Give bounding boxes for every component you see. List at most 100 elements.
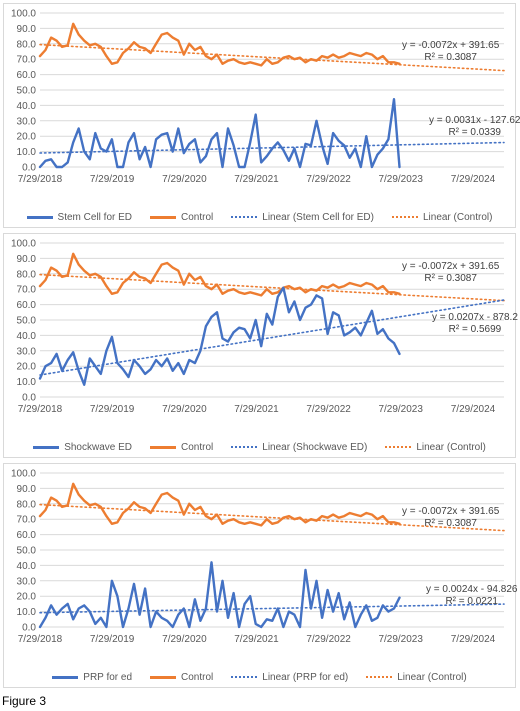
stem-cell-equation-text: y = 0.0031x - 127.62: [429, 115, 520, 126]
series-line: [38, 252, 401, 297]
shockwave-equation-text: y = 0.0207x - 878.2: [432, 312, 518, 323]
y-tick-label: 100.0: [11, 469, 36, 480]
legend-swatch: [385, 446, 412, 448]
control-trend-equation: y = -0.0072x + 391.65 R² = 0.3087: [402, 40, 499, 64]
control-trend-equation: y = -0.0072x + 391.65 R² = 0.3087: [402, 261, 499, 285]
trendline: [39, 43, 505, 72]
trendline: [39, 141, 505, 154]
legend-item-linear-stem-cell: Linear (Stem Cell for ED): [231, 210, 374, 224]
prp-equation-text: y = 0.0024x - 94.826: [426, 584, 518, 595]
x-tick-label: 7/29/2018: [18, 174, 63, 185]
legend-swatch: [231, 676, 258, 678]
prp-r2-text: R² = 0.0221: [445, 596, 498, 607]
y-tick-label: 90.0: [17, 24, 37, 35]
y-tick-label: 70.0: [17, 285, 37, 296]
legend-label: Linear (PRP for ed): [262, 671, 349, 683]
x-tick-label: 7/29/2019: [90, 174, 135, 185]
prp-chart-panel: 0.0 10.0 20.0 30.0 40.0 50.0 60.0 70.0 80.0 90.0 1…: [3, 463, 518, 688]
legend-item-stem-cell: Stem Cell for ED: [26, 210, 133, 224]
y-tick-label: 80.0: [17, 499, 37, 510]
y-tick-label: 70.0: [17, 55, 37, 66]
y-tick-label: 20.0: [17, 592, 37, 603]
legend-swatch: [150, 215, 177, 219]
y-tick-label: 20.0: [17, 362, 37, 373]
y-tick-label: 50.0: [17, 86, 37, 97]
legend-label: Stem Cell for ED: [57, 211, 133, 223]
y-tick-label: 30.0: [17, 346, 37, 357]
y-tick-label: 30.0: [17, 576, 37, 587]
x-tick-label: 7/29/2023: [378, 634, 423, 645]
control-r2-text: R² = 0.3087: [424, 52, 477, 63]
legend-label: Linear (Stem Cell for ED): [262, 211, 374, 223]
x-tick-label: 7/29/2020: [162, 404, 207, 415]
y-tick-label: 0.0: [22, 163, 36, 174]
y-tick-label: 80.0: [17, 269, 37, 280]
y-tick-label: 60.0: [17, 300, 37, 311]
legend-swatch: [366, 676, 393, 678]
x-tick-label: 7/29/2018: [18, 634, 63, 645]
series-line: [38, 22, 401, 67]
x-tick-label: 7/29/2019: [90, 404, 135, 415]
y-tick-label: 10.0: [17, 607, 37, 618]
legend-swatch: [33, 445, 60, 449]
y-tick-label: 0.0: [22, 623, 36, 634]
trendline: [39, 273, 505, 302]
legend-label: Control: [181, 211, 214, 223]
y-tick-label: 10.0: [17, 147, 37, 158]
chart-legend: Stem Cell for ED Control Linear (Stem Ce…: [4, 210, 515, 224]
legend-item-linear-shockwave: Linear (Shockwave ED): [231, 440, 367, 454]
y-tick-label: 40.0: [17, 561, 37, 572]
series-line: [38, 561, 401, 629]
legend-label: Control: [181, 671, 214, 683]
legend-item-control: Control: [150, 440, 213, 454]
legend-item-linear-control: Linear (Control): [385, 440, 486, 454]
chart-plot-area: 0.0 10.0 20.0 30.0 40.0 50.0 60.0 70.0 80.0 90.0 1…: [11, 239, 505, 415]
y-tick-label: 30.0: [17, 116, 37, 127]
shockwave-chart-panel: 0.0 10.0 20.0 30.0 40.0 50.0 60.0 70.0 80.0 90.0 1…: [3, 233, 518, 458]
legend-label: Control: [181, 441, 214, 453]
x-tick-label: 7/29/2023: [378, 174, 423, 185]
legend-label: PRP for ed: [83, 671, 133, 683]
y-tick-label: 100.0: [11, 239, 36, 250]
x-tick-label: 7/29/2020: [162, 634, 207, 645]
y-tick-label: 40.0: [17, 101, 37, 112]
legend-item-shockwave: Shockwave ED: [33, 440, 132, 454]
x-tick-label: 7/29/2022: [306, 404, 351, 415]
legend-swatch: [231, 216, 258, 218]
figure-caption: Figure 3: [2, 694, 47, 708]
y-tick-label: 20.0: [17, 132, 37, 143]
x-tick-label: 7/29/2018: [18, 404, 63, 415]
y-tick-label: 60.0: [17, 530, 37, 541]
chart-legend: PRP for ed Control Linear (PRP for ed) L…: [4, 670, 515, 684]
legend-swatch: [52, 675, 79, 679]
x-tick-label: 7/29/2019: [90, 634, 135, 645]
control-equation-text: y = -0.0072x + 391.65: [402, 506, 500, 517]
legend-label: Linear (Control): [397, 671, 467, 683]
trendline: [39, 503, 505, 532]
x-tick-label: 7/29/2024: [451, 634, 496, 645]
chart-legend: Shockwave ED Control Linear (Shockwave E…: [4, 440, 515, 454]
y-tick-label: 40.0: [17, 331, 37, 342]
stem-cell-trend-equation: y = 0.0031x - 127.62 R² = 0.0339: [429, 115, 520, 139]
shockwave-trend-equation: y = 0.0207x - 878.2 R² = 0.5699: [432, 312, 518, 336]
control-equation-text: y = -0.0072x + 391.65: [402, 261, 500, 272]
y-tick-label: 90.0: [17, 484, 37, 495]
trendline: [39, 603, 505, 614]
legend-swatch: [150, 445, 177, 449]
x-tick-label: 7/29/2024: [451, 174, 496, 185]
legend-item-prp: PRP for ed: [52, 670, 132, 684]
shockwave-r2-text: R² = 0.5699: [448, 324, 502, 335]
y-tick-label: 60.0: [17, 70, 37, 81]
legend-swatch: [150, 675, 177, 679]
legend-label: Linear (Shockwave ED): [262, 441, 368, 453]
series-line: [38, 286, 401, 386]
x-tick-label: 7/29/2022: [306, 634, 351, 645]
y-tick-label: 10.0: [17, 377, 37, 388]
legend-item-linear-prp: Linear (PRP for ed): [231, 670, 348, 684]
legend-swatch: [26, 215, 53, 219]
legend-swatch: [391, 216, 418, 218]
stem-cell-chart-panel: 0.0 10.0 20.0 30.0 40.0 50.0 60.0 70.0 80.0 90.0 1…: [3, 3, 520, 228]
y-tick-label: 80.0: [17, 39, 37, 50]
control-r2-text: R² = 0.3087: [424, 518, 477, 529]
x-tick-label: 7/29/2021: [234, 634, 279, 645]
